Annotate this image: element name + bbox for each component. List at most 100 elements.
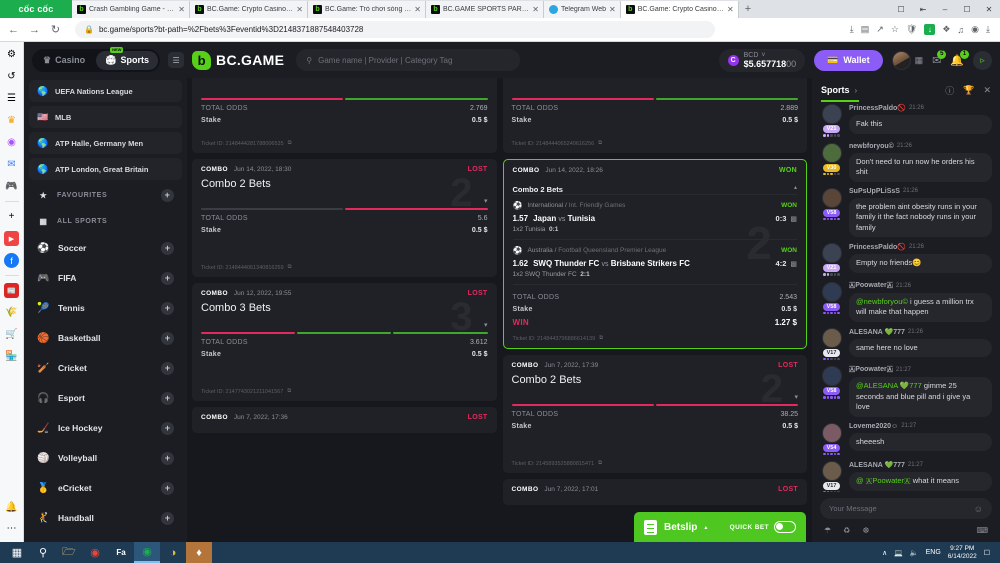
download-green-icon[interactable]: ↓ bbox=[924, 24, 936, 35]
bar-chart-icon[interactable]: ▩ bbox=[790, 215, 797, 223]
sidebar-add-button[interactable]: + bbox=[161, 481, 174, 495]
stats-icon[interactable]: ▦ bbox=[914, 54, 924, 65]
store-icon[interactable]: 🏪 bbox=[5, 351, 18, 362]
close-tab-icon[interactable]: ✕ bbox=[532, 5, 539, 14]
sidebar-item-ecricket[interactable]: 🥇 eCricket + bbox=[29, 473, 182, 503]
sidebar-league-item[interactable]: 🌎 ATP Halle, Germany Men bbox=[29, 132, 182, 154]
address-bar[interactable]: 🔒 bc.game/sports?bt-path=%2Fbets%3Fevent… bbox=[75, 21, 715, 38]
chat-username[interactable]: 🇦Poowater🇦 bbox=[849, 366, 893, 373]
chat-username[interactable]: SuPsUpPLiSsS bbox=[849, 187, 900, 195]
bell-icon[interactable]: 🔔 1 bbox=[950, 49, 969, 67]
avatar[interactable] bbox=[821, 422, 842, 443]
tab-casino[interactable]: ♛ Casino bbox=[34, 51, 94, 70]
close-tab-icon[interactable]: ✕ bbox=[609, 5, 616, 14]
chevron-right-icon[interactable]: › bbox=[854, 85, 858, 95]
sidebar-add-button[interactable]: + bbox=[161, 361, 174, 375]
copy-icon[interactable]: ⧉ bbox=[287, 264, 292, 270]
browser-tab[interactable]: b BC.GAME SPORTS PARLAYS G ✕ bbox=[426, 1, 544, 18]
clock[interactable]: 9:27 PM 6/14/2022 bbox=[948, 545, 977, 561]
at-icon[interactable]: ☸ bbox=[862, 526, 870, 535]
sidebar-add-button[interactable]: + bbox=[161, 271, 174, 285]
chat-messages[interactable]: V21 PrincessPaldo🚫 21:26 Fak this V30 ne… bbox=[812, 102, 1000, 492]
sidebar-add-button[interactable]: + bbox=[161, 541, 174, 542]
avatar[interactable] bbox=[821, 104, 842, 124]
copy-icon[interactable]: ⧉ bbox=[598, 460, 603, 466]
avatar[interactable] bbox=[821, 327, 842, 348]
sidebar-add-button[interactable]: + bbox=[161, 301, 174, 315]
chat-room-title[interactable]: Sports bbox=[821, 85, 850, 95]
close-tab-icon[interactable]: ✕ bbox=[414, 5, 421, 14]
tab-search-icon[interactable]: ☐ bbox=[897, 4, 905, 14]
sidebar-add-button[interactable]: + bbox=[161, 331, 174, 345]
sidebar-item-soccer[interactable]: ⚽ Soccer + bbox=[29, 233, 182, 263]
reading-list-icon[interactable]: ☰ bbox=[7, 93, 16, 104]
fa-icon[interactable]: Fa bbox=[116, 548, 126, 557]
trophy-icon[interactable]: 🏆 bbox=[963, 84, 975, 95]
chat-icon[interactable]: ✉ bbox=[7, 159, 16, 170]
bet-card[interactable]: TOTAL ODDS 2.889 Stake 0.5 $ Ticket ID: 2148… bbox=[502, 78, 807, 153]
betslip-caret-icon[interactable]: ▴ bbox=[704, 524, 708, 531]
brand[interactable]: b BC.GAME bbox=[192, 50, 284, 70]
coccoc-icon[interactable]: ◉ bbox=[134, 542, 160, 563]
tray-chevron-icon[interactable]: ∧ bbox=[882, 549, 888, 557]
keyboard-icon[interactable]: ⌨ bbox=[976, 526, 988, 535]
language-indicator[interactable]: ENG bbox=[925, 549, 941, 556]
cart-icon[interactable]: 🛒 bbox=[5, 329, 18, 340]
notification-bell-icon[interactable]: 🔔 bbox=[5, 502, 18, 513]
chat-mention[interactable]: @ALESANA 💚777 bbox=[856, 381, 922, 390]
avatar[interactable] bbox=[891, 50, 911, 70]
more-icon[interactable]: ⋯ bbox=[6, 523, 17, 534]
install-icon[interactable]: ⤓ bbox=[849, 24, 854, 34]
close-tab-icon[interactable]: ✕ bbox=[178, 5, 185, 14]
chat-mention[interactable]: @newbforyou© bbox=[856, 296, 908, 306]
chat-bubble-icon[interactable]: ▹ bbox=[973, 50, 992, 70]
bar-chart-icon[interactable]: ▩ bbox=[790, 260, 797, 268]
expand-caret-icon[interactable]: ▾ bbox=[483, 198, 488, 205]
close-tab-icon[interactable]: ✕ bbox=[296, 5, 303, 14]
sidebar-item-tennis[interactable]: 🎾 Tennis + bbox=[29, 293, 182, 323]
emoji-icon[interactable]: ☺ bbox=[973, 503, 983, 514]
sidebar-item-basketball[interactable]: 🏀 Basketball + bbox=[29, 323, 182, 353]
bet-card[interactable]: COMBO Jun 12, 2022, 19:55 LOST Combo 3 B… bbox=[192, 283, 497, 401]
sidebar-add-button[interactable]: + bbox=[161, 451, 174, 465]
sidebar-add-button[interactable]: + bbox=[161, 511, 174, 525]
sidebar-item-volleyball[interactable]: 🏐 Volleyball + bbox=[29, 443, 182, 473]
sidebar-item-fifa[interactable]: 🎮 FIFA + bbox=[29, 263, 182, 293]
add-icon[interactable]: + bbox=[8, 211, 15, 222]
chat-input[interactable]: Your Message ☺ bbox=[820, 498, 992, 519]
close-tab-icon[interactable]: ✕ bbox=[727, 5, 734, 14]
browser-tab[interactable]: Telegram Web ✕ bbox=[544, 1, 621, 18]
share-icon[interactable]: ↗ bbox=[876, 24, 884, 34]
music-icon[interactable]: ♫ bbox=[957, 24, 965, 35]
hamburger-icon[interactable]: ☰ bbox=[168, 52, 185, 68]
volume-icon[interactable]: 🔈 bbox=[909, 549, 919, 557]
browser-tab[interactable]: b Crash Gambling Game - BC.G ✕ bbox=[72, 1, 190, 18]
chat-username[interactable]: PrincessPaldo🚫 bbox=[849, 105, 906, 112]
facebook-icon[interactable]: f bbox=[4, 253, 19, 268]
bet-card[interactable]: COMBO Jun 7, 2022, 17:39 LOST Combo 2 Be… bbox=[502, 355, 807, 473]
sidebar-all-sports[interactable]: ▦ ALL SPORTS bbox=[29, 210, 182, 233]
sidebar-item-cricket[interactable]: 🏏 Cricket + bbox=[29, 353, 182, 383]
copy-icon[interactable]: ⧉ bbox=[287, 140, 292, 146]
file-explorer-icon[interactable]: 🗁 bbox=[62, 546, 76, 558]
sidebar-add-button[interactable]: + bbox=[161, 421, 174, 435]
sidebar-item-handball[interactable]: 🤾 Handball + bbox=[29, 503, 182, 533]
copy-icon[interactable]: ⧉ bbox=[598, 140, 603, 146]
bet-card[interactable]: COMBO Jun 7, 2022, 17:36 LOST bbox=[192, 407, 497, 433]
chat-username[interactable]: Loveme2020☺ bbox=[849, 422, 899, 430]
quick-bet-toggle[interactable] bbox=[774, 521, 796, 533]
betslip-bar[interactable]: Betslip ▴ QUICK BET bbox=[634, 512, 806, 542]
collapse-caret-icon[interactable]: ▴ bbox=[793, 184, 797, 191]
avatar[interactable] bbox=[821, 461, 842, 481]
gear-icon[interactable]: ⚙ bbox=[7, 49, 16, 60]
back-button[interactable]: ← bbox=[8, 23, 19, 36]
search-icon[interactable]: ⚲ bbox=[38, 547, 48, 559]
avatar[interactable] bbox=[821, 142, 842, 163]
shopping-icon[interactable]: 🌾 bbox=[5, 307, 18, 318]
expand-caret-icon[interactable]: ▾ bbox=[794, 394, 798, 401]
browser-tab[interactable]: b BC.Game: Crypto Casino Gam ✕ bbox=[190, 1, 308, 18]
search-input[interactable]: ⚲ Game name | Provider | Category Tag bbox=[296, 49, 521, 71]
windows-start-icon[interactable]: ▦ bbox=[11, 547, 23, 559]
bookmark-star-icon[interactable]: ☆ bbox=[890, 24, 899, 34]
avatar[interactable] bbox=[821, 281, 842, 302]
